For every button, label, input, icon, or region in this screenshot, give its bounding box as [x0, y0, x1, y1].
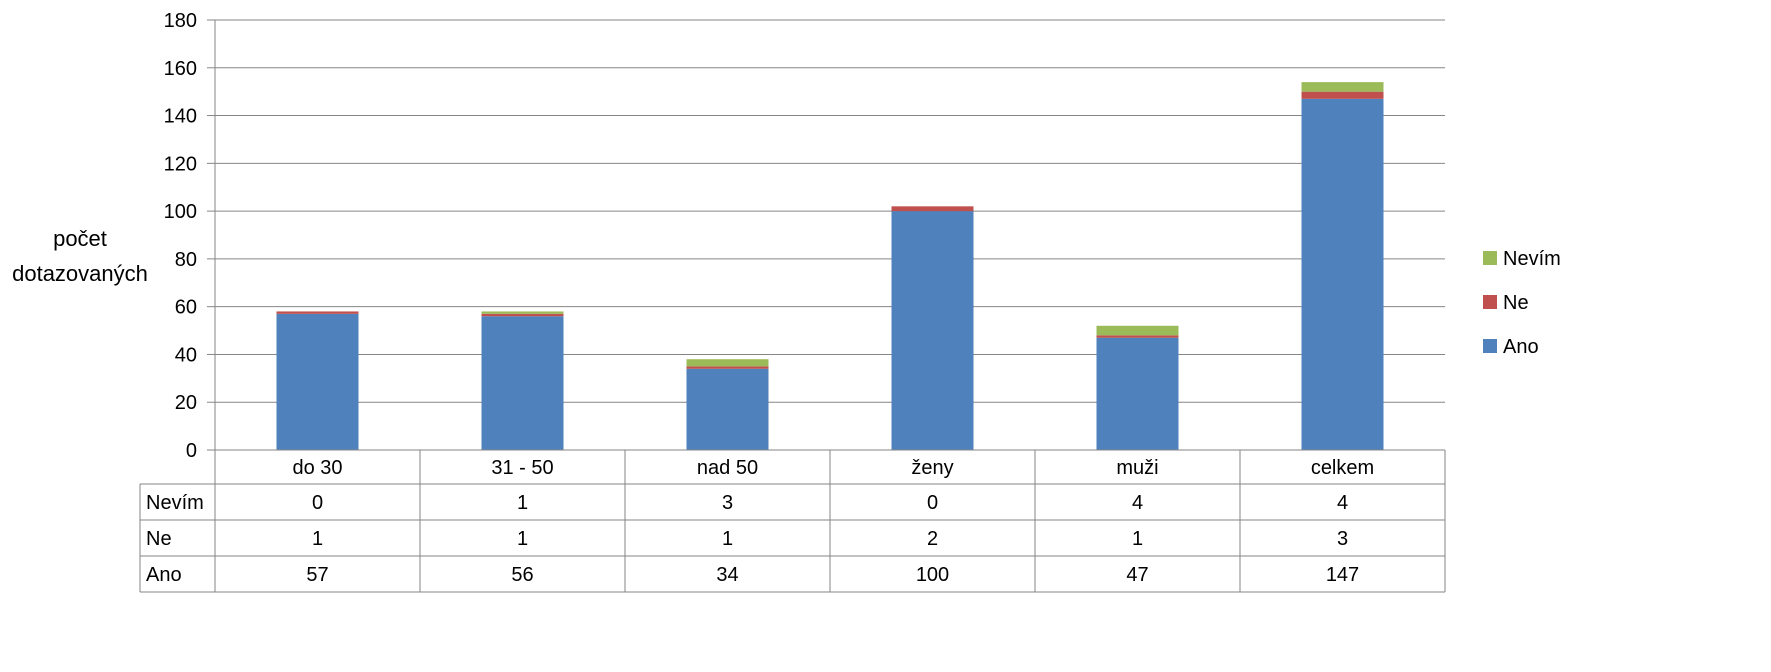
table-cell-ano-do-30: 57 [306, 564, 328, 586]
table-cell-nevim-do-30: 0 [312, 492, 323, 514]
bar-ano-celkem [1301, 98, 1384, 450]
bar-ano-nad-50 [686, 368, 769, 450]
legend: Nevím Ne Ano [1483, 248, 1561, 358]
bar-ne-31-50 [481, 313, 564, 317]
y-tick-label-100: 100 [164, 201, 197, 223]
bar-ne-zeny [891, 206, 974, 212]
x-tick-label-nad-50: nad 50 [697, 457, 758, 479]
table-cell-ne-zeny: 2 [927, 528, 938, 550]
x-tick-label-muzi: muži [1116, 457, 1158, 479]
table-cell-nevim-muzi: 4 [1132, 492, 1143, 514]
x-tick-label-31-50: 31 - 50 [491, 457, 553, 479]
bar-nevim-celkem [1301, 82, 1384, 92]
table-cell-nevim-31-50: 1 [517, 492, 528, 514]
x-tick-label-celkem: celkem [1311, 457, 1374, 479]
table-cell-nevim-zeny: 0 [927, 492, 938, 514]
data-table: do 30 31 - 50 nad 50 ženy muži celkem Nevím 0 1 3… [139, 449, 1446, 593]
y-axis-title: počet dotazovaných [12, 226, 148, 286]
y-tick-label-80: 80 [175, 249, 197, 271]
legend-swatch-ano [1483, 339, 1497, 353]
table-cell-ne-nad-50: 1 [722, 528, 733, 550]
table-cell-ano-31-50: 56 [511, 564, 533, 586]
table-row-label-nevim: Nevím [146, 492, 204, 514]
bar-ano-do-30 [276, 313, 359, 450]
bar-ne-do-30 [276, 311, 359, 314]
table-row-label-ano: Ano [146, 564, 182, 586]
x-tick-label-do-30: do 30 [292, 457, 342, 479]
table-cell-ne-do-30: 1 [312, 528, 323, 550]
legend-swatch-nevim [1483, 251, 1497, 265]
x-tick-label-zeny: ženy [911, 457, 953, 479]
legend-label-ano: Ano [1503, 336, 1539, 358]
table-cell-nevim-nad-50: 3 [722, 492, 733, 514]
bar-nevim-31-50 [481, 311, 564, 314]
bars [276, 82, 1384, 450]
y-tick-label-40: 40 [175, 344, 197, 366]
y-tick-label-140: 140 [164, 106, 197, 128]
table-cell-ano-zeny: 100 [916, 564, 949, 586]
table-cell-ne-muzi: 1 [1132, 528, 1143, 550]
bar-nevim-muzi [1096, 325, 1179, 336]
legend-label-ne: Ne [1503, 292, 1529, 314]
table-row-label-ne: Ne [146, 528, 172, 550]
y-tick-label-180: 180 [164, 10, 197, 32]
bar-ne-nad-50 [686, 366, 769, 369]
table-cell-ano-nad-50: 34 [716, 564, 738, 586]
bar-ano-zeny [891, 211, 974, 450]
legend-label-nevim: Nevím [1503, 248, 1561, 270]
y-axis-title-line-1: počet [53, 226, 107, 251]
table-cell-nevim-celkem: 4 [1337, 492, 1348, 514]
bar-ano-31-50 [481, 316, 564, 450]
y-tick-label-120: 120 [164, 153, 197, 175]
y-tick-label-0: 0 [186, 440, 197, 462]
legend-swatch-ne [1483, 295, 1497, 309]
y-axis: 0 20 40 60 80 100 120 140 160 180 [164, 10, 216, 462]
table-cell-ne-31-50: 1 [517, 528, 528, 550]
table-cell-ano-muzi: 47 [1126, 564, 1148, 586]
bar-nevim-nad-50 [686, 359, 769, 367]
bar-ano-muzi [1096, 337, 1179, 450]
bar-ne-celkem [1301, 91, 1384, 99]
gridlines [215, 19, 1445, 403]
table-cell-ne-celkem: 3 [1337, 528, 1348, 550]
y-tick-label-20: 20 [175, 392, 197, 414]
y-axis-title-line-2: dotazovaných [12, 261, 148, 286]
y-tick-label-60: 60 [175, 297, 197, 319]
table-cell-ano-celkem: 147 [1326, 564, 1359, 586]
y-tick-label-160: 160 [164, 58, 197, 80]
bar-ne-muzi [1096, 335, 1179, 338]
